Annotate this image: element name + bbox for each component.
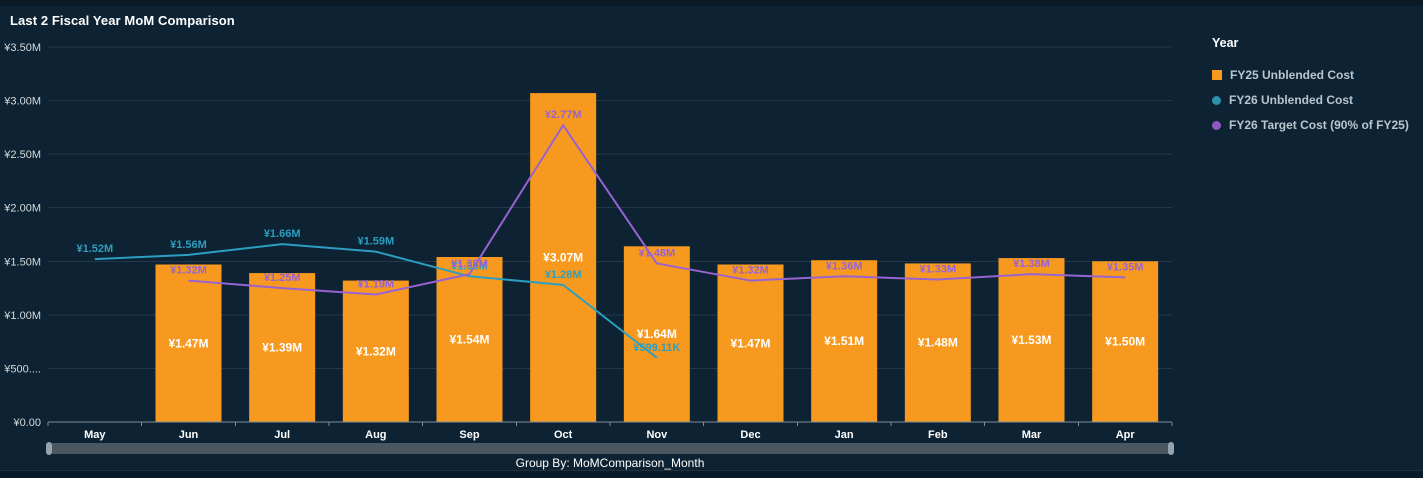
point-value-label: ¥599.11K xyxy=(633,342,680,354)
legend-item-fy26-unblended-cost[interactable]: FY26 Unblended Cost xyxy=(1212,93,1418,107)
bar-value-label: ¥1.54M xyxy=(449,333,489,347)
bar-feb[interactable] xyxy=(904,263,971,422)
x-axis-label-jan: Jan xyxy=(835,429,854,441)
bar-oct[interactable] xyxy=(530,93,597,423)
bar-aug[interactable] xyxy=(342,280,409,422)
x-axis-label-mar: Mar xyxy=(1022,429,1042,441)
y-axis-tick-label: ¥2.00M xyxy=(3,203,41,215)
x-axis-label-oct: Oct xyxy=(554,429,573,441)
legend-item-label: FY26 Unblended Cost xyxy=(1229,93,1354,107)
point-value-label: ¥1.56M xyxy=(170,239,207,251)
line-fy26-target-cost-90-of-fy25[interactable] xyxy=(188,124,1126,296)
x-axis-label-feb: Feb xyxy=(928,429,948,441)
bar-value-label: ¥1.39M xyxy=(262,341,302,355)
x-axis-group-by-label: Group By: MoMComparison_Month xyxy=(515,456,705,470)
x-axis-label-jul: Jul xyxy=(274,429,290,441)
x-axis-label-dec: Dec xyxy=(740,429,760,441)
y-axis-tick-label: ¥3.00M xyxy=(3,96,41,108)
legend-circle-marker-icon xyxy=(1212,120,1221,130)
bar-value-label: ¥1.53M xyxy=(1011,333,1051,347)
x-axis-scrollbar[interactable] xyxy=(46,442,1174,455)
y-axis-tick-label: ¥500.... xyxy=(3,363,41,375)
bottom-edge xyxy=(0,470,1423,478)
chart-plot-area: ¥3.50M ¥3.00M ¥2.50M ¥2.00M ¥1.50M ¥1.00M ¥500… xyxy=(3,42,1173,441)
x-axis-label-jun: Jun xyxy=(179,429,199,441)
legend-item-label: FY25 Unblended Cost xyxy=(1230,68,1355,82)
legend-square-marker-icon xyxy=(1212,70,1222,80)
x-axis-label-aug: Aug xyxy=(365,429,386,441)
legend-title: Year xyxy=(1212,36,1239,50)
legend-item-fy25-unblended-cost[interactable]: FY25 Unblended Cost xyxy=(1212,68,1418,82)
legend-circle-marker-icon xyxy=(1212,95,1221,105)
y-axis-tick-label: ¥1.00M xyxy=(3,310,41,322)
x-axis-label-nov: Nov xyxy=(646,429,668,441)
bar-apr[interactable] xyxy=(1092,261,1159,422)
scrollbar-right-handle[interactable] xyxy=(1168,442,1174,455)
point-value-label: ¥1.25M xyxy=(264,272,301,284)
x-axis-label-sep: Sep xyxy=(459,429,479,441)
legend-item-label: FY26 Target Cost (90% of FY25) xyxy=(1229,118,1409,132)
bar-nov[interactable] xyxy=(623,246,690,422)
legend: Year FY25 Unblended Cost FY26 Unblended … xyxy=(1212,36,1418,143)
chart-title: Last 2 Fiscal Year MoM Comparison xyxy=(10,13,235,28)
point-value-label: ¥1.48M xyxy=(638,247,675,259)
y-axis-tick-label: ¥3.50M xyxy=(3,42,41,54)
bar-sep[interactable] xyxy=(436,257,503,422)
point-value-label: ¥1.35M xyxy=(1107,261,1144,273)
point-value-label: ¥1.52M xyxy=(76,243,113,255)
point-value-label: ¥1.19M xyxy=(357,279,394,291)
bar-value-label: ¥1.47M xyxy=(168,336,208,350)
bar-jan[interactable] xyxy=(811,260,878,422)
bar-jul[interactable] xyxy=(249,273,316,422)
point-value-label: ¥1.38M xyxy=(451,258,488,270)
y-axis-tick-label: ¥0.00 xyxy=(12,417,41,429)
point-value-label: ¥1.33M xyxy=(919,264,956,276)
y-axis-tick-label: ¥2.50M xyxy=(3,149,41,161)
bar-jun[interactable] xyxy=(155,264,222,423)
point-value-label: ¥1.32M xyxy=(732,265,769,277)
bar-value-label: ¥1.47M xyxy=(730,336,770,350)
bar-value-label: ¥1.48M xyxy=(918,336,958,350)
bar-value-label: ¥3.07M xyxy=(543,251,583,265)
point-value-label: ¥1.36M xyxy=(451,260,488,272)
x-axis-label-apr: Apr xyxy=(1116,429,1136,441)
scrollbar-left-handle[interactable] xyxy=(46,442,52,455)
point-value-label: ¥1.66M xyxy=(264,228,301,240)
bar-value-label: ¥1.64M xyxy=(637,327,677,341)
point-value-label: ¥1.36M xyxy=(826,260,863,272)
bar-value-label: ¥1.50M xyxy=(1105,335,1145,349)
x-axis-label-may: May xyxy=(84,429,106,441)
bar-value-label: ¥1.32M xyxy=(356,344,396,358)
bar-dec[interactable] xyxy=(717,264,784,423)
line-fy26-unblended-cost[interactable] xyxy=(94,243,658,359)
point-value-label: ¥2.77M xyxy=(545,109,582,121)
y-axis-tick-label: ¥1.50M xyxy=(3,256,41,268)
point-value-label: ¥1.32M xyxy=(170,265,207,277)
bar-mar[interactable] xyxy=(998,258,1065,422)
scrollbar-track[interactable] xyxy=(48,443,1172,454)
bar-value-label: ¥1.51M xyxy=(824,334,864,348)
point-value-label: ¥1.59M xyxy=(357,236,394,248)
point-value-label: ¥1.38M xyxy=(1013,258,1050,270)
point-value-label: ¥1.28M xyxy=(545,269,582,281)
legend-item-fy26-target-cost[interactable]: FY26 Target Cost (90% of FY25) xyxy=(1212,118,1418,132)
top-edge xyxy=(0,0,1423,6)
